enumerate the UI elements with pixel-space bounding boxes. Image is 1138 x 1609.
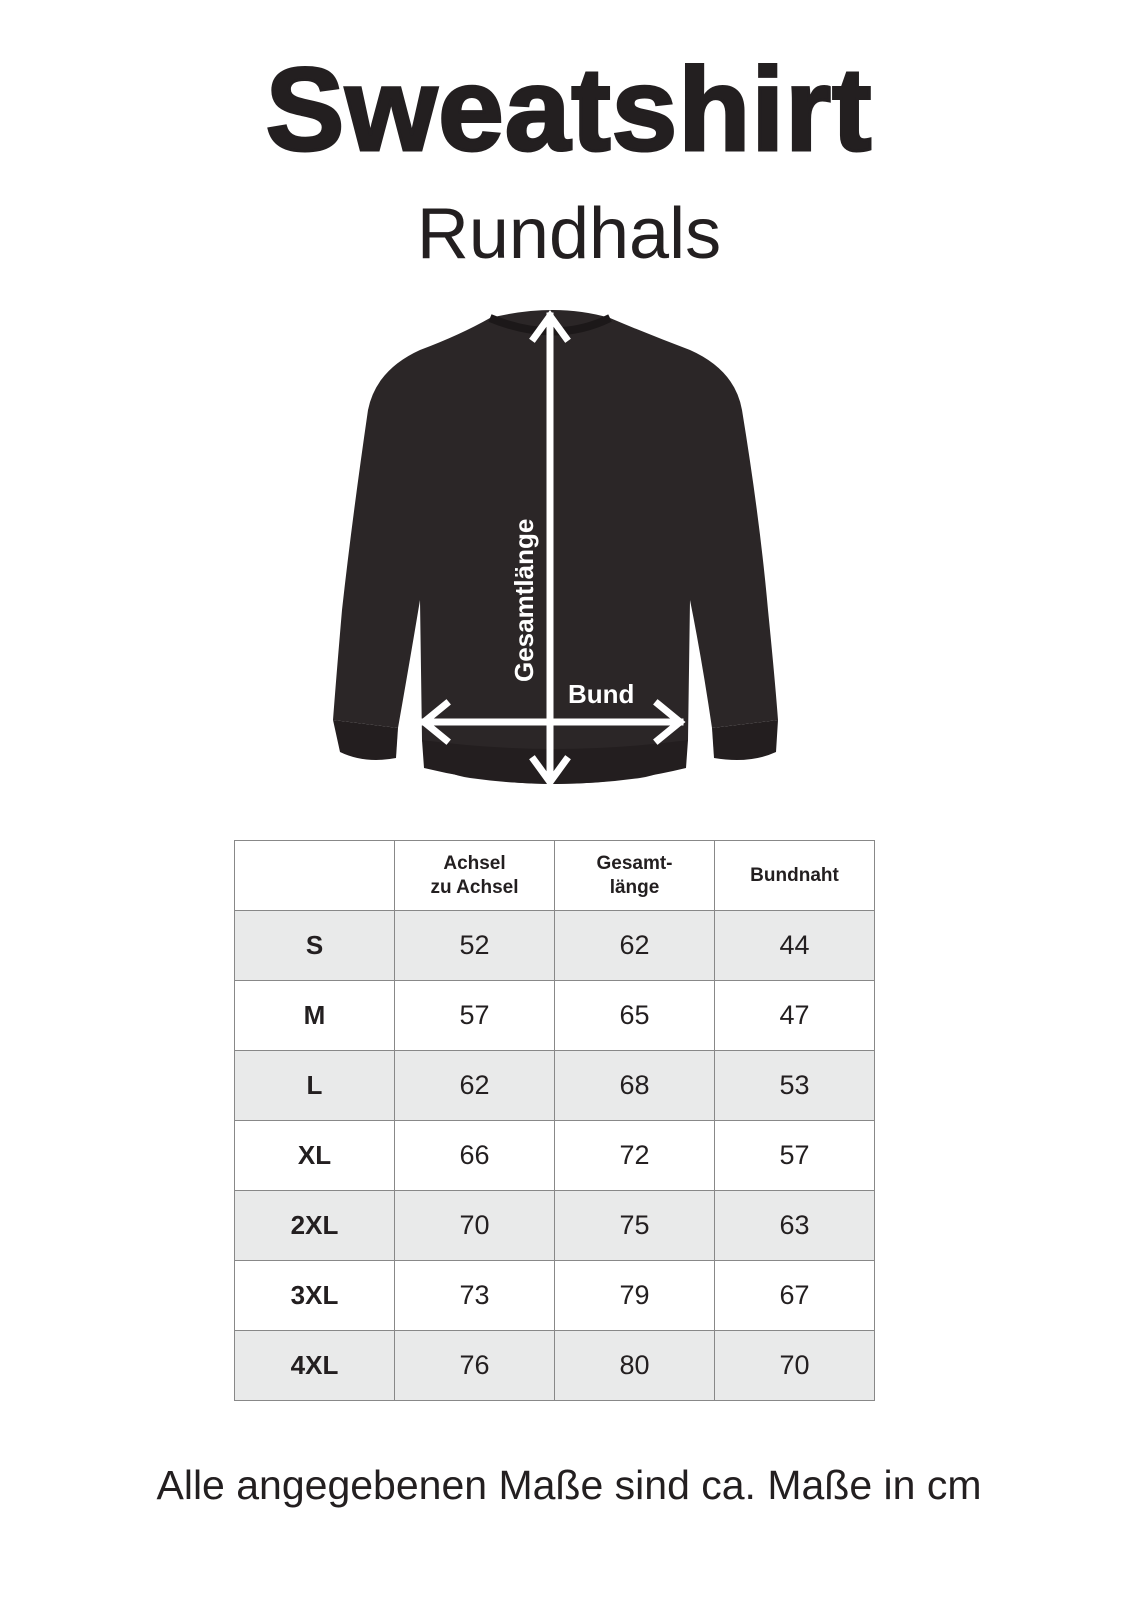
size-cell: L bbox=[234, 1050, 395, 1121]
laenge-cell: 79 bbox=[554, 1260, 715, 1331]
achsel-cell: 76 bbox=[394, 1330, 555, 1401]
table-row: 2XL 70 75 63 bbox=[234, 1190, 875, 1261]
achsel-cell: 57 bbox=[394, 980, 555, 1051]
achsel-cell: 73 bbox=[394, 1260, 555, 1331]
achsel-cell: 52 bbox=[394, 910, 555, 981]
laenge-cell: 65 bbox=[554, 980, 715, 1051]
bundnaht-cell: 70 bbox=[714, 1330, 875, 1401]
achsel-cell: 62 bbox=[394, 1050, 555, 1121]
laenge-cell: 62 bbox=[554, 910, 715, 981]
table-row: S 52 62 44 bbox=[234, 910, 875, 981]
header-line: Gesamt- bbox=[596, 852, 673, 874]
header-size bbox=[234, 840, 395, 911]
table-row: 3XL 73 79 67 bbox=[234, 1260, 875, 1331]
header-achsel: Achsel zu Achsel bbox=[394, 840, 555, 911]
width-arrow bbox=[418, 699, 686, 745]
size-cell: 4XL bbox=[234, 1330, 395, 1401]
header-bundnaht: Bundnaht bbox=[714, 840, 875, 911]
bundnaht-cell: 63 bbox=[714, 1190, 875, 1261]
laenge-cell: 68 bbox=[554, 1050, 715, 1121]
laenge-cell: 72 bbox=[554, 1120, 715, 1191]
bundnaht-cell: 57 bbox=[714, 1120, 875, 1191]
length-arrow bbox=[529, 310, 571, 788]
table-row: M 57 65 47 bbox=[234, 980, 875, 1051]
width-label: Bund bbox=[568, 679, 634, 709]
table-row: 4XL 76 80 70 bbox=[234, 1330, 875, 1401]
bundnaht-cell: 47 bbox=[714, 980, 875, 1051]
bundnaht-cell: 67 bbox=[714, 1260, 875, 1331]
table-header-row: Achsel zu Achsel Gesamt-länge Bundnaht bbox=[234, 840, 875, 911]
laenge-cell: 80 bbox=[554, 1330, 715, 1401]
laenge-cell: 75 bbox=[554, 1190, 715, 1261]
header-line: länge bbox=[609, 876, 660, 898]
bundnaht-cell: 44 bbox=[714, 910, 875, 981]
achsel-cell: 70 bbox=[394, 1190, 555, 1261]
page-subtitle: Rundhals bbox=[416, 194, 722, 274]
table-row: XL 66 72 57 bbox=[234, 1120, 875, 1191]
sweatshirt-shape bbox=[333, 310, 778, 784]
size-cell: 2XL bbox=[234, 1190, 395, 1261]
header-line: Bundnaht bbox=[750, 864, 839, 886]
table-row: L 62 68 53 bbox=[234, 1050, 875, 1121]
size-cell: M bbox=[234, 980, 395, 1051]
bundnaht-cell: 53 bbox=[714, 1050, 875, 1121]
header-line: Achsel bbox=[443, 852, 506, 874]
size-cell: XL bbox=[234, 1120, 395, 1191]
page-title: Sweatshirt bbox=[264, 43, 873, 178]
sweatshirt-illustration: Gesamtlänge Bund bbox=[333, 310, 778, 788]
header-line: zu Achsel bbox=[430, 876, 519, 898]
size-cell: 3XL bbox=[234, 1260, 395, 1331]
length-label: Gesamtlänge bbox=[509, 519, 539, 682]
size-cell: S bbox=[234, 910, 395, 981]
footer-note: Alle angegebenen Maße sind ca. Maße in c… bbox=[156, 1462, 982, 1508]
achsel-cell: 66 bbox=[394, 1120, 555, 1191]
header-laenge: Gesamt-länge bbox=[554, 840, 715, 911]
